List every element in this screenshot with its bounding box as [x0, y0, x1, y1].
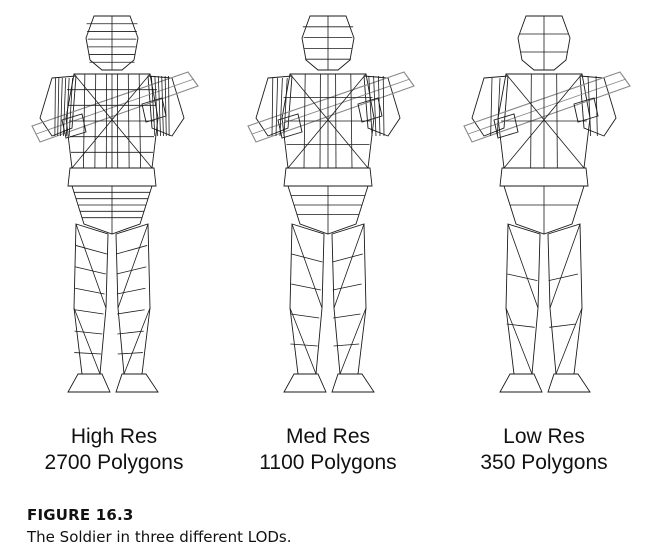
soldier-high-res-wireframe: [12, 8, 212, 400]
model-name: Low Res: [503, 425, 585, 448]
polygon-count: 2700 Polygons: [44, 451, 184, 474]
med-res-label: Med Res 1100 Polygons: [223, 424, 433, 476]
low-res-label: Low Res 350 Polygons: [439, 424, 645, 476]
polygon-count: 350 Polygons: [480, 451, 608, 474]
soldier-med-res-wireframe: [228, 8, 428, 400]
polygon-count: 1100 Polygons: [259, 451, 397, 474]
figure-caption: The Soldier in three different LODs.: [27, 528, 292, 546]
figure-artwork: [12, 8, 644, 400]
high-res-label: High Res 2700 Polygons: [9, 424, 219, 476]
figure-number: FIGURE 16.3: [27, 506, 134, 524]
soldier-low-res-wireframe: [444, 8, 644, 400]
model-name: Med Res: [285, 425, 371, 448]
model-name: High Res: [70, 425, 158, 448]
